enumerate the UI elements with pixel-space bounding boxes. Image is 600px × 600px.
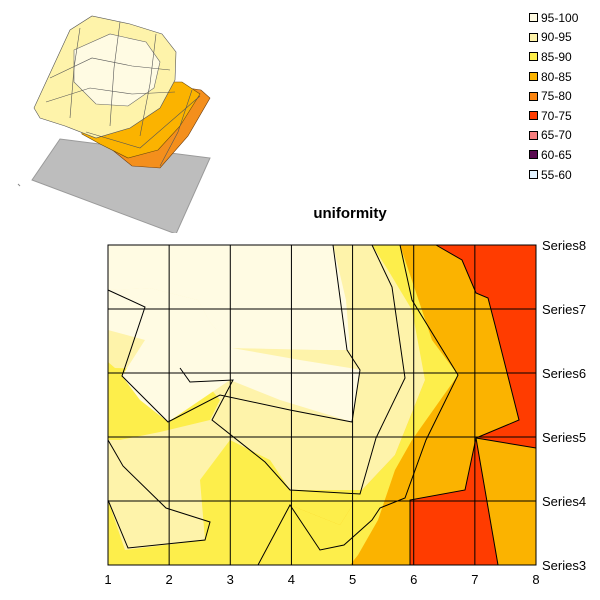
legend-entry: 70-75 (529, 106, 597, 126)
x-tick-label: 6 (410, 572, 417, 587)
contour-line-90-left (107, 439, 211, 549)
legend-swatch (529, 32, 538, 42)
legend-entry: 65-70 (529, 126, 597, 146)
legend-swatch (529, 111, 538, 121)
surface-floor (31, 138, 211, 233)
y-tick-label: Series5 (542, 430, 586, 445)
legend-swatch (529, 52, 538, 62)
surface-3d-thumbnail (17, 15, 211, 233)
x-tick-label: 1 (104, 572, 111, 587)
x-axis: 1 2 3 4 5 6 7 8 (104, 572, 539, 587)
y-tick-label: Series4 (542, 494, 586, 509)
x-tick-label: 3 (227, 572, 234, 587)
legend-label: 65-70 (541, 128, 572, 143)
x-tick-label: 2 (166, 572, 173, 587)
plot-border (107, 244, 537, 566)
legend-label: 75-80 (541, 89, 572, 104)
legend-label: 95-100 (541, 10, 579, 25)
y-tick-label: Series3 (542, 558, 586, 573)
legend-entry: 55-60 (529, 165, 597, 185)
band-fill-red (436, 245, 536, 448)
contour-line-90 (179, 244, 406, 495)
grid-lines (108, 245, 536, 565)
legend-swatch (529, 72, 538, 82)
legend-label: 80-85 (541, 69, 572, 84)
surface-light-band (73, 33, 161, 107)
plot-area (107, 244, 537, 566)
legend-label: 70-75 (541, 108, 572, 123)
band-fill-yellow (108, 245, 458, 565)
legend-label: 55-60 (541, 167, 572, 182)
contour-line-95 (107, 244, 361, 423)
x-tick-label: 7 (471, 572, 478, 587)
legend-entry: 80-85 (529, 67, 597, 87)
contour-line-80-lower (475, 437, 537, 449)
y-tick-label: Series8 (542, 238, 586, 253)
legend-entry: 85-90 (529, 47, 597, 67)
y-tick-label: Series7 (542, 302, 586, 317)
y-tick-label: Series6 (542, 366, 586, 381)
band-fill-light-mid (108, 288, 360, 422)
legend-entry: 95-100 (529, 8, 597, 28)
legend-swatch (529, 150, 538, 160)
legend-label: 60-65 (541, 147, 572, 162)
legend-swatch (529, 170, 538, 180)
chart-legend: 95-100 90-95 85-90 80-85 75-80 70-75 65-70 60-6… (529, 8, 597, 184)
legend-swatch (529, 13, 538, 23)
contour-line-85 (257, 244, 459, 566)
x-tick-label: 8 (532, 572, 539, 587)
legend-label: 90-95 (541, 30, 572, 45)
legend-entry: 60-65 (529, 145, 597, 165)
chart-title: uniformity (313, 205, 387, 222)
legend-label: 85-90 (541, 49, 572, 64)
band-fill-light-top (108, 245, 350, 350)
legend-swatch (529, 91, 538, 101)
legend-entry: 90-95 (529, 28, 597, 48)
legend-entry: 75-80 (529, 86, 597, 106)
x-tick-label: 5 (349, 572, 356, 587)
legend-swatch (529, 130, 538, 140)
x-tick-label: 4 (288, 572, 295, 587)
y-axis: Series3 Series4 Series5 Series6 Series7 Serie… (542, 238, 586, 573)
